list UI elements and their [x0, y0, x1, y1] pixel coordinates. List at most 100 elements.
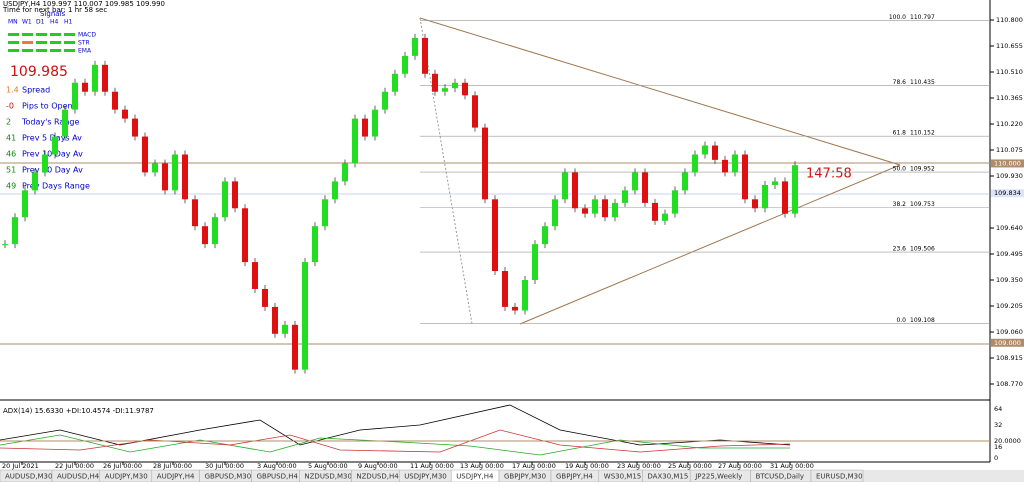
candle	[182, 154, 188, 200]
tab-label[interactable]: AUDUSD,H4	[57, 473, 100, 481]
date-label: 31 Aug 00:00	[770, 462, 814, 470]
candle	[542, 226, 548, 245]
candle	[592, 199, 598, 214]
price-tag-label: 110.000	[994, 159, 1021, 167]
price-label: 110.510	[996, 68, 1023, 76]
price-label: 110.220	[996, 120, 1023, 128]
timeframe-label: D1	[36, 19, 45, 26]
tab-label[interactable]: USDJPY,H4	[456, 473, 494, 481]
candle	[602, 199, 608, 218]
trend-line	[519, 164, 901, 325]
info-value: 2	[6, 118, 11, 127]
candle	[722, 159, 728, 173]
info-value: 41	[6, 134, 16, 143]
candle	[42, 154, 48, 173]
price-label: 109.060	[996, 328, 1023, 336]
candle	[482, 127, 488, 200]
candle	[162, 163, 168, 191]
candle	[92, 64, 98, 92]
adx-title: ADX(14) 15.6330 +DI:10.4574 -DI:11.9787	[3, 407, 154, 415]
candle	[652, 202, 658, 221]
fib-percent: 23.6	[893, 246, 907, 253]
price-label: 109.350	[996, 276, 1023, 284]
price-label: 109.640	[996, 224, 1023, 232]
fib-price: 109.108	[910, 317, 935, 324]
price-label: 110.800	[996, 16, 1023, 24]
timeframe-label: MN	[8, 19, 18, 26]
candle	[452, 82, 458, 89]
signal-cell	[22, 41, 33, 44]
tab-label[interactable]: USDJPY,M30	[404, 473, 447, 481]
tab-label[interactable]: WS30,M15	[604, 473, 641, 481]
tab-label[interactable]: AUDJPY,M30	[105, 473, 148, 481]
price-tag-label: 109.000	[994, 339, 1021, 347]
candle	[382, 91, 388, 110]
candle	[502, 271, 508, 307]
date-label: 9 Aug 00:00	[358, 462, 398, 470]
candle	[642, 172, 648, 203]
candle	[152, 163, 158, 173]
tab-label[interactable]: GBPUSD,H4	[257, 473, 299, 481]
countdown: 147:58	[806, 167, 852, 182]
info-label: Prev 20 Day Av	[22, 166, 83, 175]
candle	[372, 109, 378, 137]
signal-cell	[22, 49, 33, 52]
candle	[672, 190, 678, 214]
tab-label[interactable]: JP225,Weekly	[694, 473, 742, 481]
candle	[2, 244, 8, 246]
adx-scale-label: 20.0000	[994, 437, 1021, 445]
tab-label[interactable]: GBPUSD,M30	[205, 473, 252, 481]
candle	[222, 181, 228, 218]
signal-cell	[36, 33, 47, 36]
date-label: 17 Aug 00:00	[512, 462, 556, 470]
candle	[142, 136, 148, 173]
price-tag	[991, 159, 1024, 168]
candle	[322, 199, 328, 227]
candle	[492, 199, 498, 272]
candle	[22, 190, 28, 218]
adx-scale-label: 64	[994, 405, 1002, 413]
tab-label[interactable]: BTCUSD,Daily	[756, 473, 804, 481]
info-label: Pips to Open	[22, 102, 73, 111]
candle	[792, 165, 798, 214]
price-label: 110.365	[996, 94, 1023, 102]
tab-label[interactable]: EURUSD,M30	[816, 473, 863, 481]
bar-timer: Time for next bar: 1 hr 58 sec	[2, 6, 107, 14]
candle	[352, 118, 358, 164]
signal-row-label: STR	[78, 40, 90, 47]
candle	[212, 217, 218, 245]
signal-cell	[64, 49, 75, 52]
candle	[692, 154, 698, 173]
date-label: 27 Aug 00:00	[718, 462, 762, 470]
candle	[462, 82, 468, 96]
adx-scale-label: 16	[994, 443, 1002, 451]
candle	[12, 217, 18, 245]
tab-label[interactable]: DAX30,M15	[647, 473, 688, 481]
signal-cell	[22, 33, 33, 36]
price-tag	[991, 189, 1024, 198]
candle	[262, 288, 268, 307]
tab-label[interactable]: NZDUSD,H4	[356, 473, 399, 481]
signal-row-label: MACD	[78, 32, 96, 39]
candle	[632, 172, 638, 191]
candle	[172, 154, 178, 191]
candle	[302, 262, 308, 370]
signal-cell	[8, 49, 19, 52]
trend-line	[419, 17, 901, 166]
info-value: 49	[6, 182, 16, 191]
timeframe-label: H1	[64, 19, 73, 26]
tab-label[interactable]: AUDJPY,H4	[157, 473, 195, 481]
tab-label[interactable]: GBPJPY,H4	[556, 473, 593, 481]
tab-label[interactable]: NZDUSD,M30	[304, 473, 352, 481]
candle	[532, 244, 538, 280]
timeframe-label: H4	[50, 19, 59, 26]
tab-label[interactable]: AUDUSD,M30	[5, 473, 52, 481]
candle	[192, 199, 198, 227]
signal-cell	[36, 41, 47, 44]
candle	[62, 109, 68, 137]
fib-percent: 100.0	[889, 14, 906, 21]
candle	[422, 37, 428, 74]
tab-label[interactable]: GBPJPY,M30	[504, 473, 546, 481]
price-label: 110.075	[996, 146, 1023, 154]
